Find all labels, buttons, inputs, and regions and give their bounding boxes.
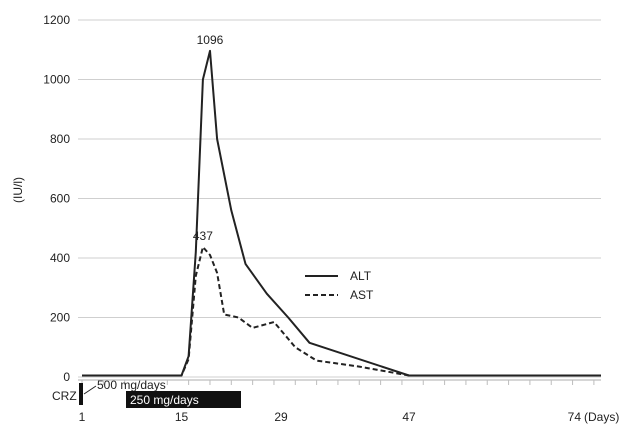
x-unit-label: (Days) [584,410,619,424]
y-axis-label: (IU/l) [11,177,25,203]
y-tick-label-800: 800 [50,132,70,146]
series-line-alt [82,49,601,377]
legend-label-alt: ALT [350,269,372,283]
y-tick-label-400: 400 [50,251,70,265]
data-label-1096: 1096 [197,33,224,47]
x-tick-label-29: 29 [274,410,288,424]
data-label-437: 437 [193,229,213,243]
x-tick-label-74: 74 [568,410,582,424]
y-tick-label-600: 600 [50,192,70,206]
dose-bar-250 [126,391,241,408]
x-axis-baseline [78,379,601,385]
x-tick-label-1: 1 [79,410,86,424]
y-tick-label-200: 200 [50,311,70,325]
dosing-band: CRZ 500 mg/days 250 mg/days [52,378,241,408]
series-lines [82,49,601,377]
dose-250-label: 250 mg/days [130,393,199,407]
y-tick-label-1200: 1200 [43,13,70,27]
y-tick-labels: 0 200 400 600 800 1000 1200 [43,13,70,384]
dosing-label-crz: CRZ [52,389,77,403]
data-annotations: 1096 437 [193,33,224,243]
y-tick-label-1000: 1000 [43,73,70,87]
dose-500-label: 500 mg/days [97,378,166,392]
x-tick-label-47: 47 [402,410,416,424]
dose-bar-500 [79,383,83,405]
legend-label-ast: AST [350,288,374,302]
legend: ALT AST [305,269,374,302]
y-tick-label-0: 0 [63,370,70,384]
x-tick-labels: 1 15 29 47 74 (Days) [79,410,620,424]
gridlines [78,19,601,378]
x-tick-label-15: 15 [175,410,189,424]
dose-500-pointer [83,385,97,395]
series-line-ast [82,246,601,377]
